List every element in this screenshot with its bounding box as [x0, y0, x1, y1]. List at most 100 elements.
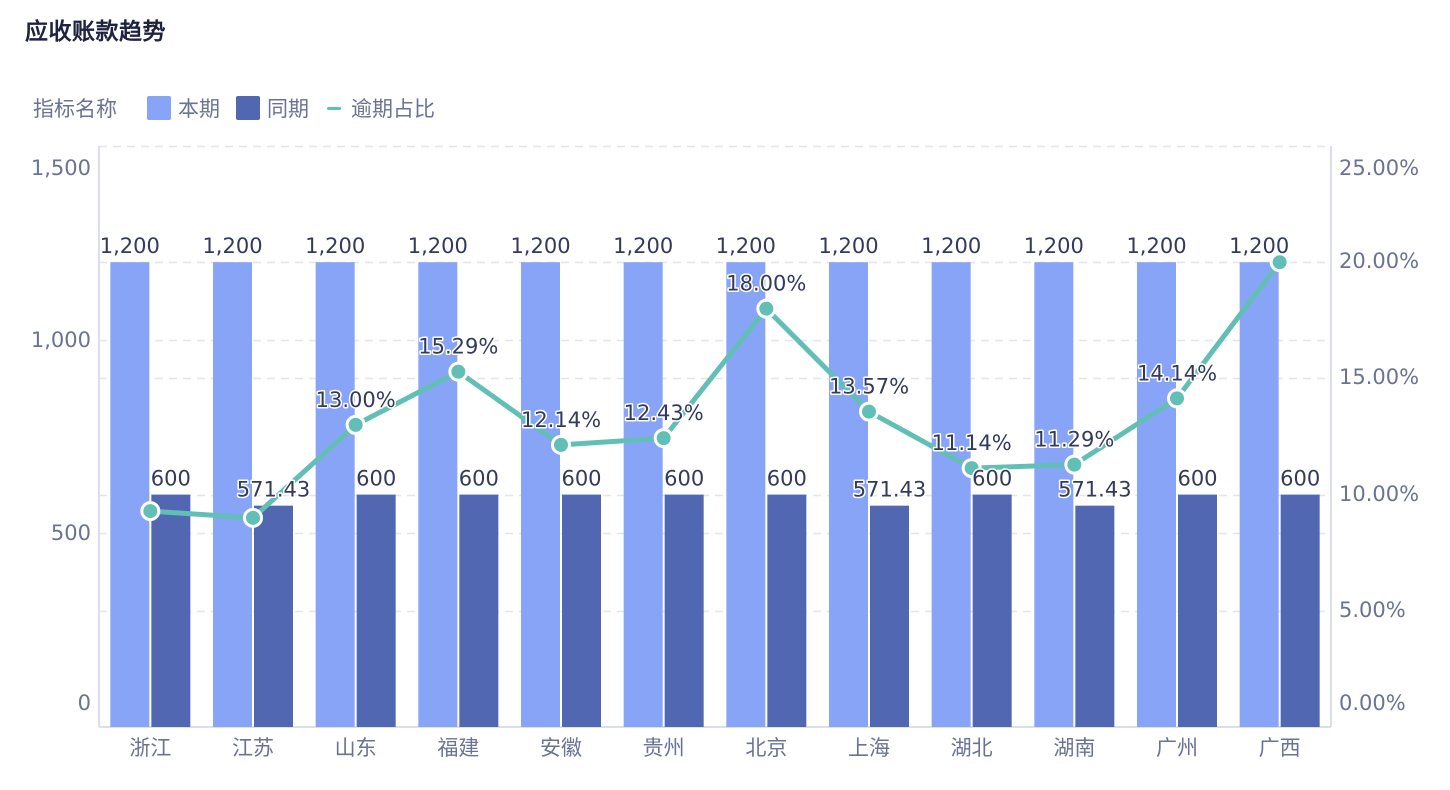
x-tick-label: 贵州	[643, 736, 685, 760]
line-point[interactable]	[551, 434, 571, 455]
bar[interactable]	[1239, 262, 1279, 727]
bar[interactable]	[1280, 494, 1320, 727]
line-value-label: 15.29%	[418, 335, 498, 359]
bar-value-label: 600	[767, 467, 807, 491]
bar[interactable]	[521, 262, 560, 727]
bar-value-label: 1,200	[100, 234, 160, 258]
bar-value-label: 571.43	[237, 478, 310, 502]
bar[interactable]	[110, 262, 150, 727]
bar-value-label: 1,200	[716, 234, 776, 258]
line-swatch-icon	[327, 106, 341, 110]
line-value-label: 12.43%	[624, 401, 704, 425]
y-left-tick-label: 1,500	[31, 156, 91, 180]
bar[interactable]	[1034, 262, 1074, 727]
bar-value-label: 1,200	[202, 234, 262, 258]
x-tick-label: 广州	[1156, 736, 1198, 760]
bar[interactable]	[664, 494, 704, 727]
bar[interactable]	[151, 494, 191, 727]
bar[interactable]	[562, 494, 601, 727]
x-tick-label: 安徽	[540, 736, 582, 760]
bar[interactable]	[418, 262, 458, 727]
line-series	[140, 252, 1290, 528]
line-point[interactable]	[859, 401, 879, 422]
bar[interactable]	[315, 262, 355, 727]
bar-value-label: 600	[664, 467, 704, 491]
legend-item-previous[interactable]: 同期	[236, 93, 309, 123]
line-point[interactable]	[1064, 454, 1085, 475]
bar-value-label: 1,200	[1024, 234, 1084, 258]
y-left-tick-label: 500	[51, 521, 91, 545]
bar[interactable]	[254, 505, 293, 727]
bar[interactable]	[1075, 505, 1115, 727]
x-tick-label: 山东	[335, 736, 377, 760]
bar[interactable]	[767, 494, 807, 727]
bar-value-label: 600	[1280, 467, 1320, 491]
bar-value-label: 600	[561, 467, 601, 491]
legend-item-overdue-ratio[interactable]: 逾期占比	[325, 93, 435, 123]
bar-value-label: 600	[151, 467, 191, 491]
x-tick-label: 上海	[848, 736, 890, 760]
x-tick-label: 湖北	[951, 736, 993, 760]
legend-title: 指标名称	[33, 97, 117, 121]
bar-value-label: 1,200	[305, 234, 365, 258]
bar-value-label: 1,200	[408, 234, 468, 258]
bar-value-label: 571.43	[1058, 478, 1131, 502]
legend-label: 同期	[267, 97, 309, 121]
bar[interactable]	[459, 494, 499, 727]
bar-series	[110, 262, 1320, 727]
overdue-ratio-line	[147, 259, 1283, 521]
bar[interactable]	[1137, 262, 1176, 727]
y-right-tick-label: 0.00%	[1339, 691, 1406, 715]
bar[interactable]	[623, 262, 663, 727]
bar-value-label: 600	[1177, 467, 1217, 491]
bar-value-label: 600	[459, 467, 499, 491]
line-point[interactable]	[345, 414, 366, 435]
x-tick-label: 福建	[437, 736, 479, 760]
legend-item-current[interactable]: 本期	[147, 93, 220, 123]
y-left-tick-label: 0	[78, 691, 91, 715]
y-right-tick-label: 5.00%	[1339, 598, 1406, 622]
chart-title: 应收账款趋势	[25, 19, 166, 45]
legend-label: 逾期占比	[351, 97, 435, 121]
y-right-tick-label: 20.00%	[1339, 249, 1419, 273]
bar[interactable]	[972, 494, 1012, 727]
line-point[interactable]	[243, 507, 263, 528]
x-tick-label: 广西	[1259, 736, 1301, 760]
bar[interactable]	[1178, 494, 1217, 727]
line-point[interactable]	[1269, 252, 1290, 273]
line-point[interactable]	[756, 298, 777, 319]
data-labels: 1,200 600 1,200 571.43 1,200 600 1,200 600 1,200…	[98, 233, 1321, 503]
bar-value-label: 571.43	[853, 478, 926, 502]
bar-value-label: 1,200	[1126, 234, 1186, 258]
bar-swatch-icon	[147, 96, 171, 120]
line-value-label: 11.14%	[932, 431, 1012, 455]
bar[interactable]	[213, 262, 252, 727]
line-point[interactable]	[653, 428, 674, 449]
bar[interactable]	[870, 505, 909, 727]
line-point[interactable]	[448, 361, 469, 382]
y-right-tick-label: 15.00%	[1339, 365, 1419, 389]
bar-value-label: 600	[356, 467, 396, 491]
bar[interactable]	[356, 494, 396, 727]
axes: 0 500 1,000 1,500 0.00% 5.00% 10.00% 15.00% 20.0…	[31, 146, 1419, 760]
bar[interactable]	[726, 262, 766, 727]
line-point[interactable]	[1167, 388, 1187, 409]
bar[interactable]	[829, 262, 868, 727]
bar-value-label: 1,200	[1229, 234, 1289, 258]
x-tick-label: 江苏	[232, 736, 274, 760]
x-tick-label: 湖南	[1053, 736, 1095, 760]
bar-value-label: 600	[972, 467, 1012, 491]
bar-swatch-icon	[236, 96, 260, 120]
y-right-tick-label: 10.00%	[1339, 482, 1419, 506]
bar-value-label: 1,200	[510, 234, 570, 258]
line-point[interactable]	[961, 458, 982, 479]
x-tick-label: 浙江	[129, 736, 171, 760]
line-value-label: 11.29%	[1034, 428, 1114, 452]
line-value-label: 13.00%	[316, 388, 396, 412]
legend: 指标名称 本期 同期 逾期占比	[33, 94, 451, 122]
x-tick-label: 北京	[745, 736, 787, 760]
bar[interactable]	[931, 262, 971, 727]
line-value-label: 14.14%	[1137, 361, 1217, 385]
line-point[interactable]	[140, 501, 161, 522]
